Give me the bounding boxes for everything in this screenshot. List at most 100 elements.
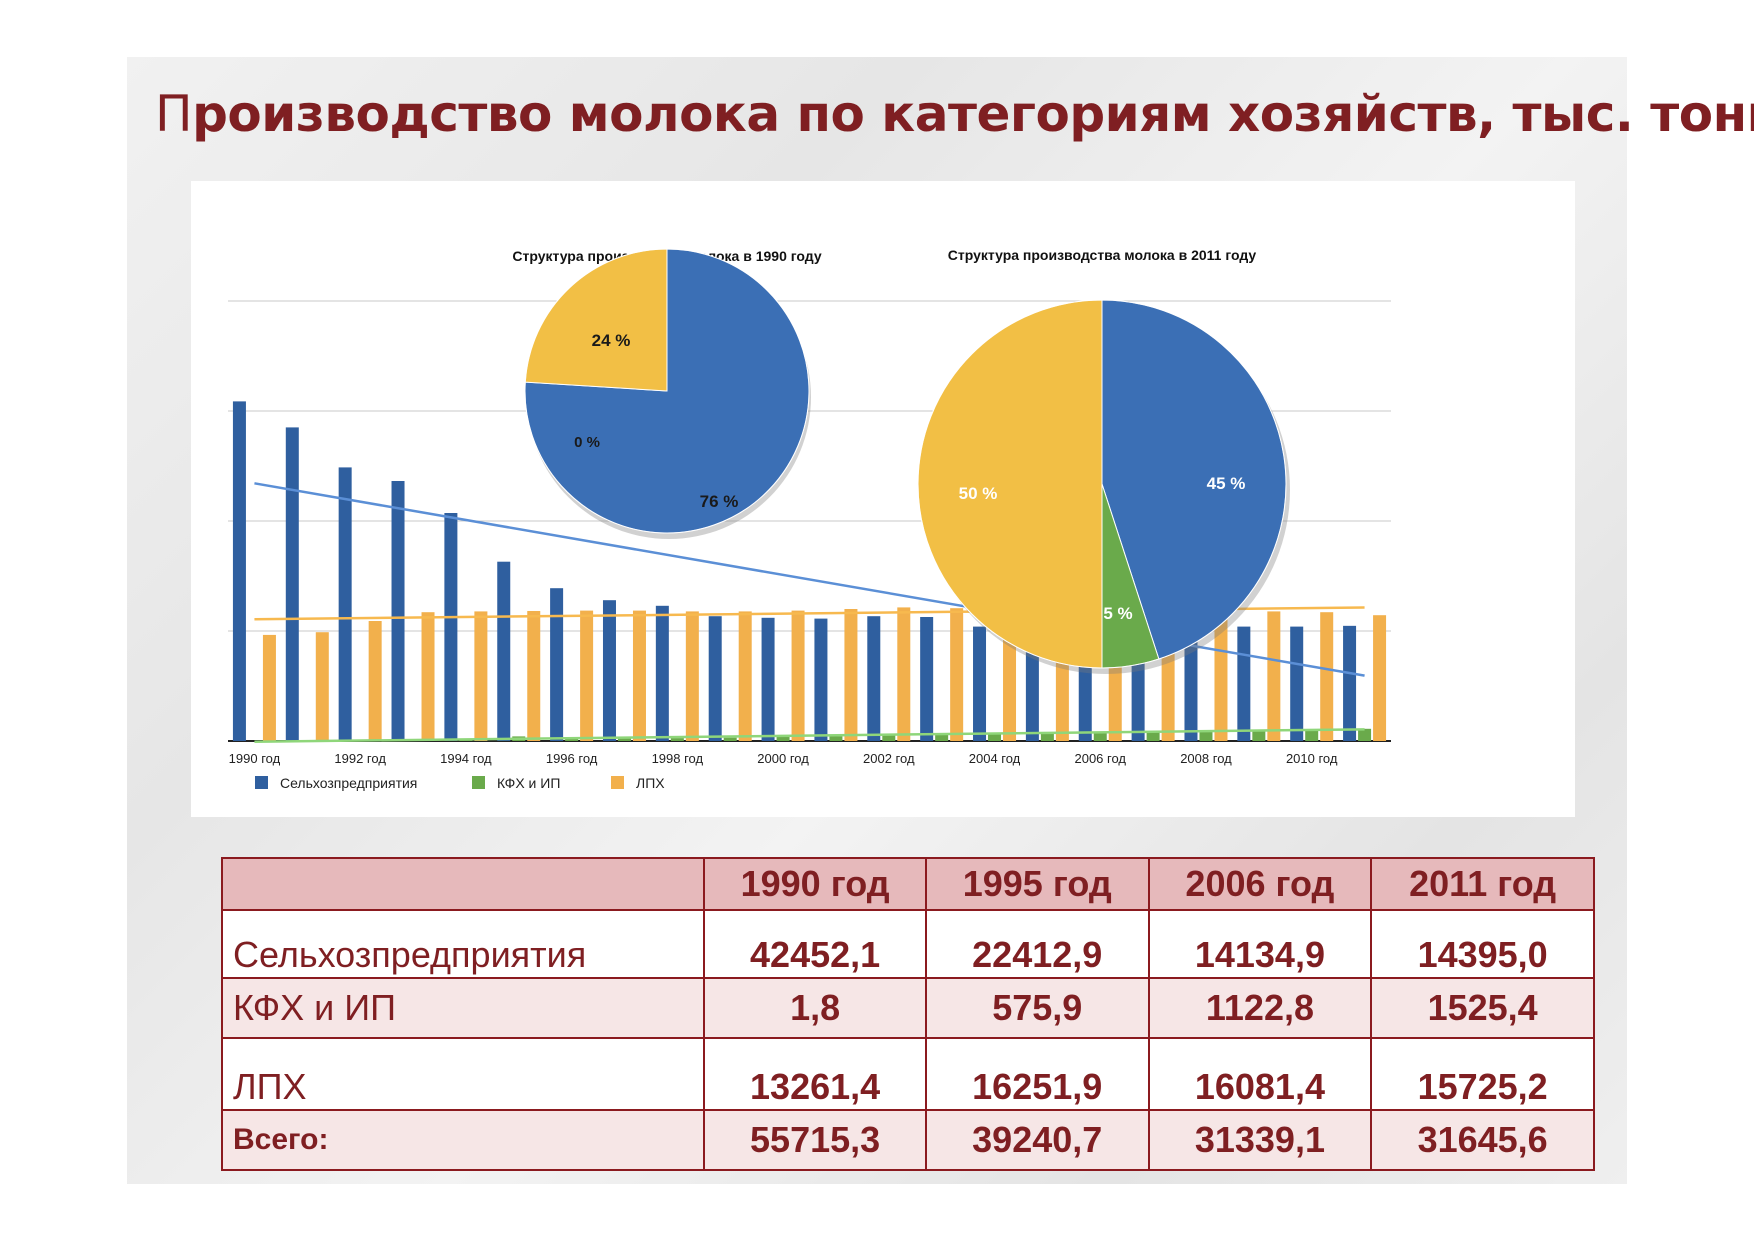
table-row-label: Сельхозпредприятия: [220, 909, 706, 979]
table-header-cell: 1995 год: [924, 857, 1150, 911]
bar-КФХ и ИП: [1305, 729, 1319, 741]
x-tick-label: 1998 год: [652, 751, 704, 766]
table-cell: 55715,3: [703, 1109, 927, 1171]
table-header-row: 1990 год 1995 год 2006 год 2011 год: [220, 857, 1595, 911]
bar-Сельхозпредприятия: [867, 616, 881, 741]
table-cell: 42452,1: [703, 909, 927, 979]
bar-ЛПХ: [1214, 611, 1228, 741]
table-row-label: Всего:: [220, 1109, 706, 1171]
bar-КФХ и ИП: [1040, 733, 1054, 741]
bar-КФХ и ИП: [723, 737, 737, 741]
bar-ЛПХ: [527, 610, 541, 741]
legend-swatch: [611, 776, 624, 789]
bar-ЛПХ: [262, 634, 276, 741]
x-tick-label: 2008 год: [1180, 751, 1232, 766]
table-cell: 31645,6: [1370, 1109, 1595, 1171]
bar-КФХ и ИП: [1146, 731, 1160, 741]
table-cell: 16251,9: [924, 1037, 1150, 1111]
bar-КФХ и ИП: [776, 737, 790, 741]
bar-ЛПХ: [421, 612, 435, 741]
pie-title: Структура производства молока в 2011 год…: [948, 247, 1257, 263]
pie-chart: Структура производства молока в 2011 год…: [917, 247, 1290, 674]
bar-ЛПХ: [950, 608, 964, 741]
bar-Сельхозпредприятия: [391, 481, 405, 741]
bar-КФХ и ИП: [1093, 732, 1107, 741]
bar-Сельхозпредприятия: [973, 626, 987, 741]
bar-Сельхозпредприятия: [550, 588, 564, 741]
x-tick-label: 2002 год: [863, 751, 915, 766]
bar-Сельхозпредприятия: [602, 600, 616, 741]
bar-ЛПХ: [1267, 611, 1281, 741]
bar-Сельхозпредприятия: [1184, 626, 1198, 741]
table-cell: 14395,0: [1370, 909, 1595, 979]
bar-КФХ и ИП: [935, 734, 949, 741]
production-table: 1990 год 1995 год 2006 год 2011 год Сель…: [220, 857, 1595, 1171]
bar-Сельхозпредприятия: [338, 467, 352, 741]
table-cell: 1,8: [703, 977, 927, 1039]
table-cell: 39240,7: [924, 1109, 1150, 1171]
bar-ЛПХ: [368, 621, 382, 741]
x-tick-label: 1990 год: [229, 751, 281, 766]
table-cell: 1525,4: [1370, 977, 1595, 1039]
table-header-cell: 2011 год: [1370, 857, 1595, 911]
bar-Сельхозпредприятия: [497, 561, 511, 741]
pie-data-label: 24 %: [592, 331, 631, 350]
bar-КФХ и ИП: [1358, 728, 1372, 741]
table-total-row: Всего: 55715,3 39240,7 31339,1 31645,6: [220, 1109, 1595, 1171]
table-row: КФХ и ИП 1,8 575,9 1122,8 1525,4: [220, 977, 1595, 1039]
table-cell: 13261,4: [703, 1037, 927, 1111]
bar-Сельхозпредприятия: [708, 616, 722, 741]
slide-title: Производство молока по категориям хозяйс…: [155, 85, 1754, 143]
x-tick-label: 1994 год: [440, 751, 492, 766]
table-row-label: КФХ и ИП: [220, 977, 706, 1039]
table-cell: 15725,2: [1370, 1037, 1595, 1111]
x-tick-label: 2006 год: [1074, 751, 1126, 766]
bar-КФХ и ИП: [882, 735, 896, 741]
bar-Сельхозпредприятия: [920, 617, 934, 741]
x-tick-label: 1996 год: [546, 751, 598, 766]
bar-Сельхозпредприятия: [1025, 628, 1039, 741]
legend: Сельхозпредприятия КФХ и ИП ЛПХ: [255, 775, 665, 791]
table-header-cell: 2006 год: [1147, 857, 1373, 911]
pie-data-label: 5 %: [1103, 604, 1132, 623]
pie-data-label: 76 %: [700, 492, 739, 511]
table-cell: 1122,8: [1147, 977, 1373, 1039]
bar-КФХ и ИП: [670, 738, 684, 741]
title-first-letter: П: [155, 85, 193, 143]
table-cell: 16081,4: [1147, 1037, 1373, 1111]
table-row: Сельхозпредприятия 42452,1 22412,9 14134…: [220, 909, 1595, 979]
legend-swatch: [472, 776, 485, 789]
table-header-cell: 1990 год: [703, 857, 927, 911]
bar-ЛПХ: [897, 607, 911, 741]
table-cell: 31339,1: [1147, 1109, 1373, 1171]
chart-panel: 1990 год 1992 год 1994 год 1996 год 1998 год…: [191, 181, 1575, 817]
bar-Сельхозпредприятия: [285, 427, 299, 741]
bar-Сельхозпредприятия: [232, 401, 246, 741]
table-row-label: ЛПХ: [220, 1037, 706, 1111]
bar-КФХ и ИП: [988, 733, 1002, 741]
bar-КФХ и ИП: [829, 736, 843, 741]
x-tick-label: 2004 год: [969, 751, 1021, 766]
pie-data-label: 45 %: [1207, 474, 1246, 493]
pie-chart: Структура производства молока в 1990 год…: [512, 248, 822, 539]
bar-ЛПХ: [1320, 612, 1334, 741]
bar-ЛПХ: [738, 611, 752, 741]
trendline-КФХ и ИП: [254, 728, 1365, 743]
bar-ЛПХ: [474, 611, 488, 741]
pie-outline: [524, 248, 810, 534]
title-text: роизводство молока по категориям хозяйст…: [192, 85, 1754, 143]
bar-Сельхозпредприятия: [655, 605, 669, 741]
bar-Сельхозпредприятия: [761, 617, 775, 741]
pie-outline: [917, 299, 1287, 669]
bar-ЛПХ: [580, 610, 594, 741]
legend-swatch: [255, 776, 268, 789]
legend-label: КФХ и ИП: [497, 775, 560, 791]
table-header-cell: [220, 857, 706, 911]
bar-ЛПХ: [791, 610, 805, 741]
legend-label: ЛПХ: [636, 775, 665, 791]
chart-svg: 1990 год 1992 год 1994 год 1996 год 1998 год…: [228, 247, 1391, 791]
bar-КФХ и ИП: [565, 738, 579, 741]
bar-ЛПХ: [685, 611, 699, 741]
pie-data-label: 0 %: [574, 434, 600, 451]
x-tick-label: 2010 год: [1286, 751, 1338, 766]
